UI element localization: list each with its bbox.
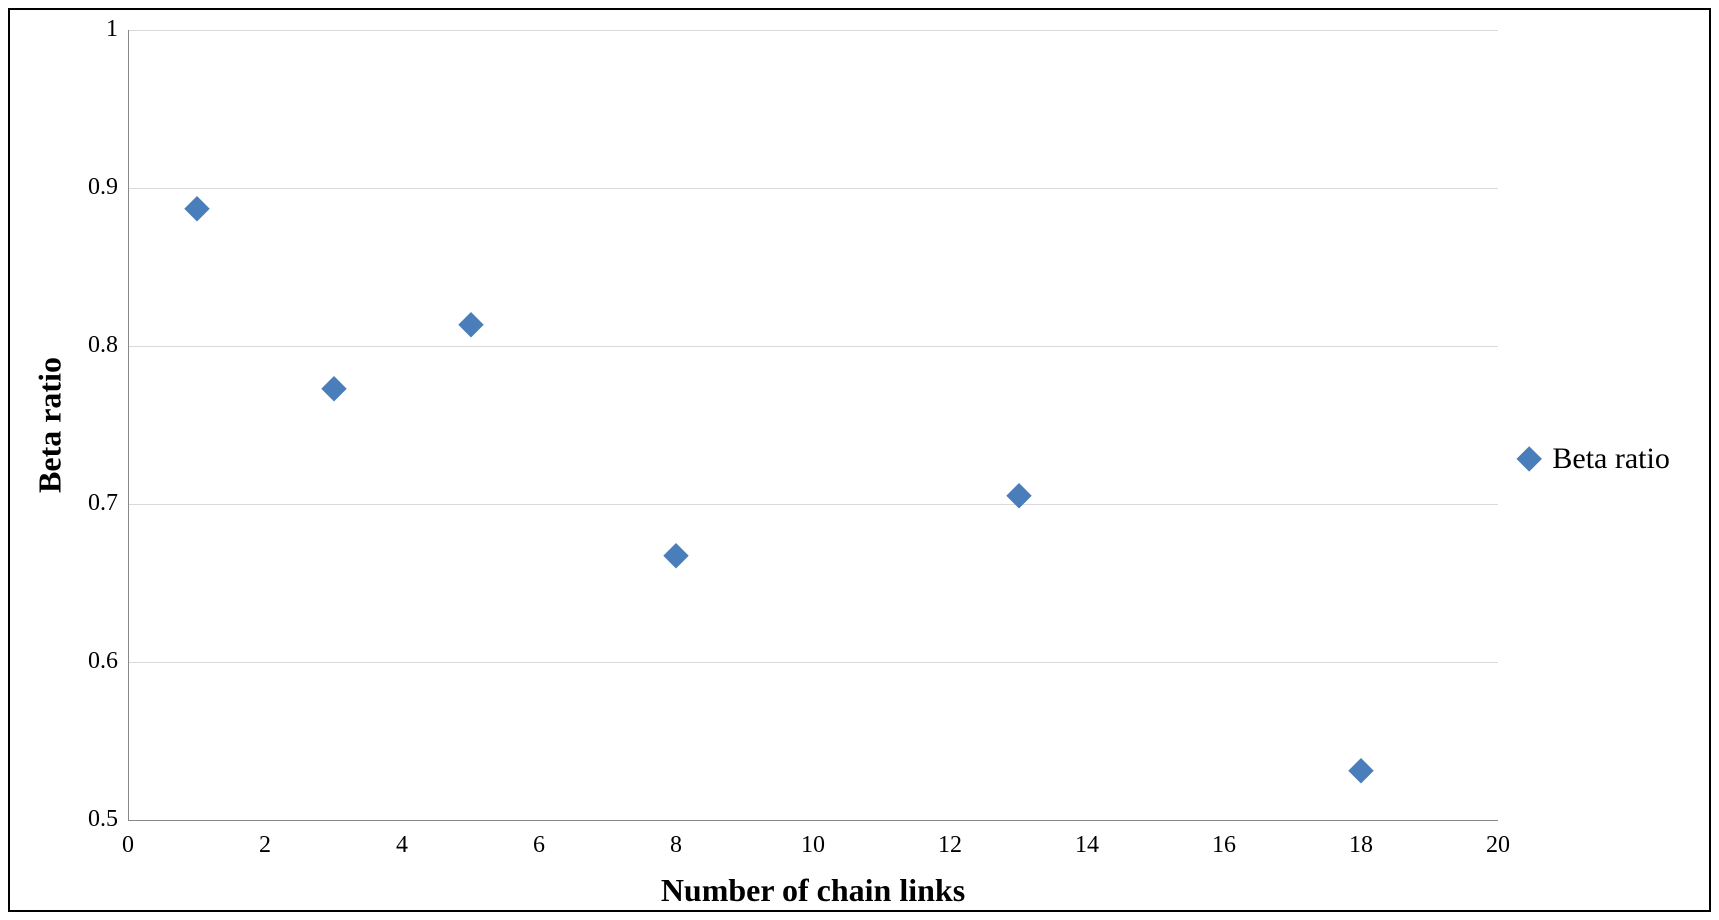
x-tick-label: 4: [396, 832, 408, 859]
y-tick-label: 0.7: [48, 490, 118, 517]
x-tick-label: 12: [938, 832, 962, 859]
y-axis-title: Beta ratio: [32, 357, 69, 493]
x-tick-label: 0: [122, 832, 134, 859]
gridline: [128, 30, 1498, 31]
y-tick-label: 0.6: [48, 648, 118, 675]
y-tick-label: 0.8: [48, 332, 118, 359]
x-tick-label: 6: [533, 832, 545, 859]
x-tick-label: 20: [1486, 832, 1510, 859]
y-tick-label: 1: [48, 16, 118, 43]
gridline: [128, 188, 1498, 189]
y-tick-label: 0.5: [48, 806, 118, 833]
legend-label: Beta ratio: [1552, 442, 1669, 476]
chart-frame: Beta ratio Number of chain links Beta ra…: [8, 8, 1711, 912]
diamond-icon: [1516, 446, 1542, 472]
plot-area: [128, 30, 1498, 820]
x-tick-label: 14: [1075, 832, 1099, 859]
gridline: [128, 662, 1498, 663]
legend: Beta ratio: [1520, 442, 1670, 476]
x-tick-label: 18: [1349, 832, 1373, 859]
y-axis-line: [128, 30, 129, 820]
gridline: [128, 346, 1498, 347]
x-tick-label: 2: [259, 832, 271, 859]
x-tick-label: 8: [670, 832, 682, 859]
x-tick-label: 10: [801, 832, 825, 859]
x-tick-label: 16: [1212, 832, 1236, 859]
gridline: [128, 820, 1498, 821]
gridline: [128, 504, 1498, 505]
y-tick-label: 0.9: [48, 174, 118, 201]
x-axis-title: Number of chain links: [661, 872, 965, 909]
